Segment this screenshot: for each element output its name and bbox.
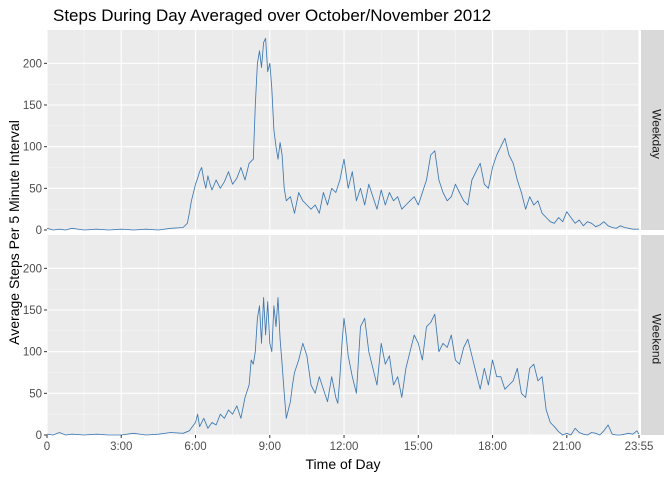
y-tick-label: 0 <box>36 225 42 237</box>
major-gridlines <box>46 235 640 436</box>
x-tick-label: 6:00 <box>184 441 206 453</box>
y-tick-label: 50 <box>29 388 42 400</box>
y-tick-label: 150 <box>23 305 42 317</box>
panel-weekday: 0 50 100 150 200 Weekday <box>23 30 664 237</box>
chart-title: Steps During Day Averaged over October/N… <box>53 6 491 25</box>
facet-strip-label: Weekend <box>650 314 664 364</box>
facet-strip <box>641 235 664 435</box>
x-tick-label: 23:55 <box>625 441 654 453</box>
x-tick-label: 18:00 <box>478 441 507 453</box>
y-tick-label: 100 <box>23 347 42 359</box>
y-axis-ticks: 0 50 100 150 200 <box>23 58 47 237</box>
y-tick-label: 200 <box>23 263 42 275</box>
x-tick-label: 9:00 <box>259 441 281 453</box>
panel-background <box>47 30 639 230</box>
series-line <box>46 37 639 231</box>
major-gridlines <box>46 30 640 231</box>
x-tick-label: 21:00 <box>552 441 581 453</box>
series-line <box>46 297 640 436</box>
panel-weekend: 0 50 100 150 200 Weekend <box>23 235 664 442</box>
facet-strip <box>641 30 664 230</box>
x-axis-title: Time of Day <box>306 456 381 472</box>
y-tick-label: 150 <box>23 100 42 112</box>
y-axis-title: Average Steps Per 5 Minute Interval <box>6 120 22 345</box>
y-tick-label: 100 <box>23 142 42 154</box>
x-axis-ticks: 0 3:00 6:00 9:00 12:00 15:00 18:00 21:00 23:55 <box>44 435 654 453</box>
y-tick-label: 200 <box>23 58 42 70</box>
x-tick-label: 15:00 <box>404 441 433 453</box>
facet-strip-label: Weekday <box>650 109 664 159</box>
x-tick-label: 12:00 <box>330 441 359 453</box>
y-tick-label: 0 <box>36 430 42 442</box>
x-tick-label: 0 <box>44 441 50 453</box>
x-tick-label: 3:00 <box>110 441 132 453</box>
y-tick-label: 50 <box>29 183 42 195</box>
y-axis-ticks: 0 50 100 150 200 <box>23 263 47 442</box>
